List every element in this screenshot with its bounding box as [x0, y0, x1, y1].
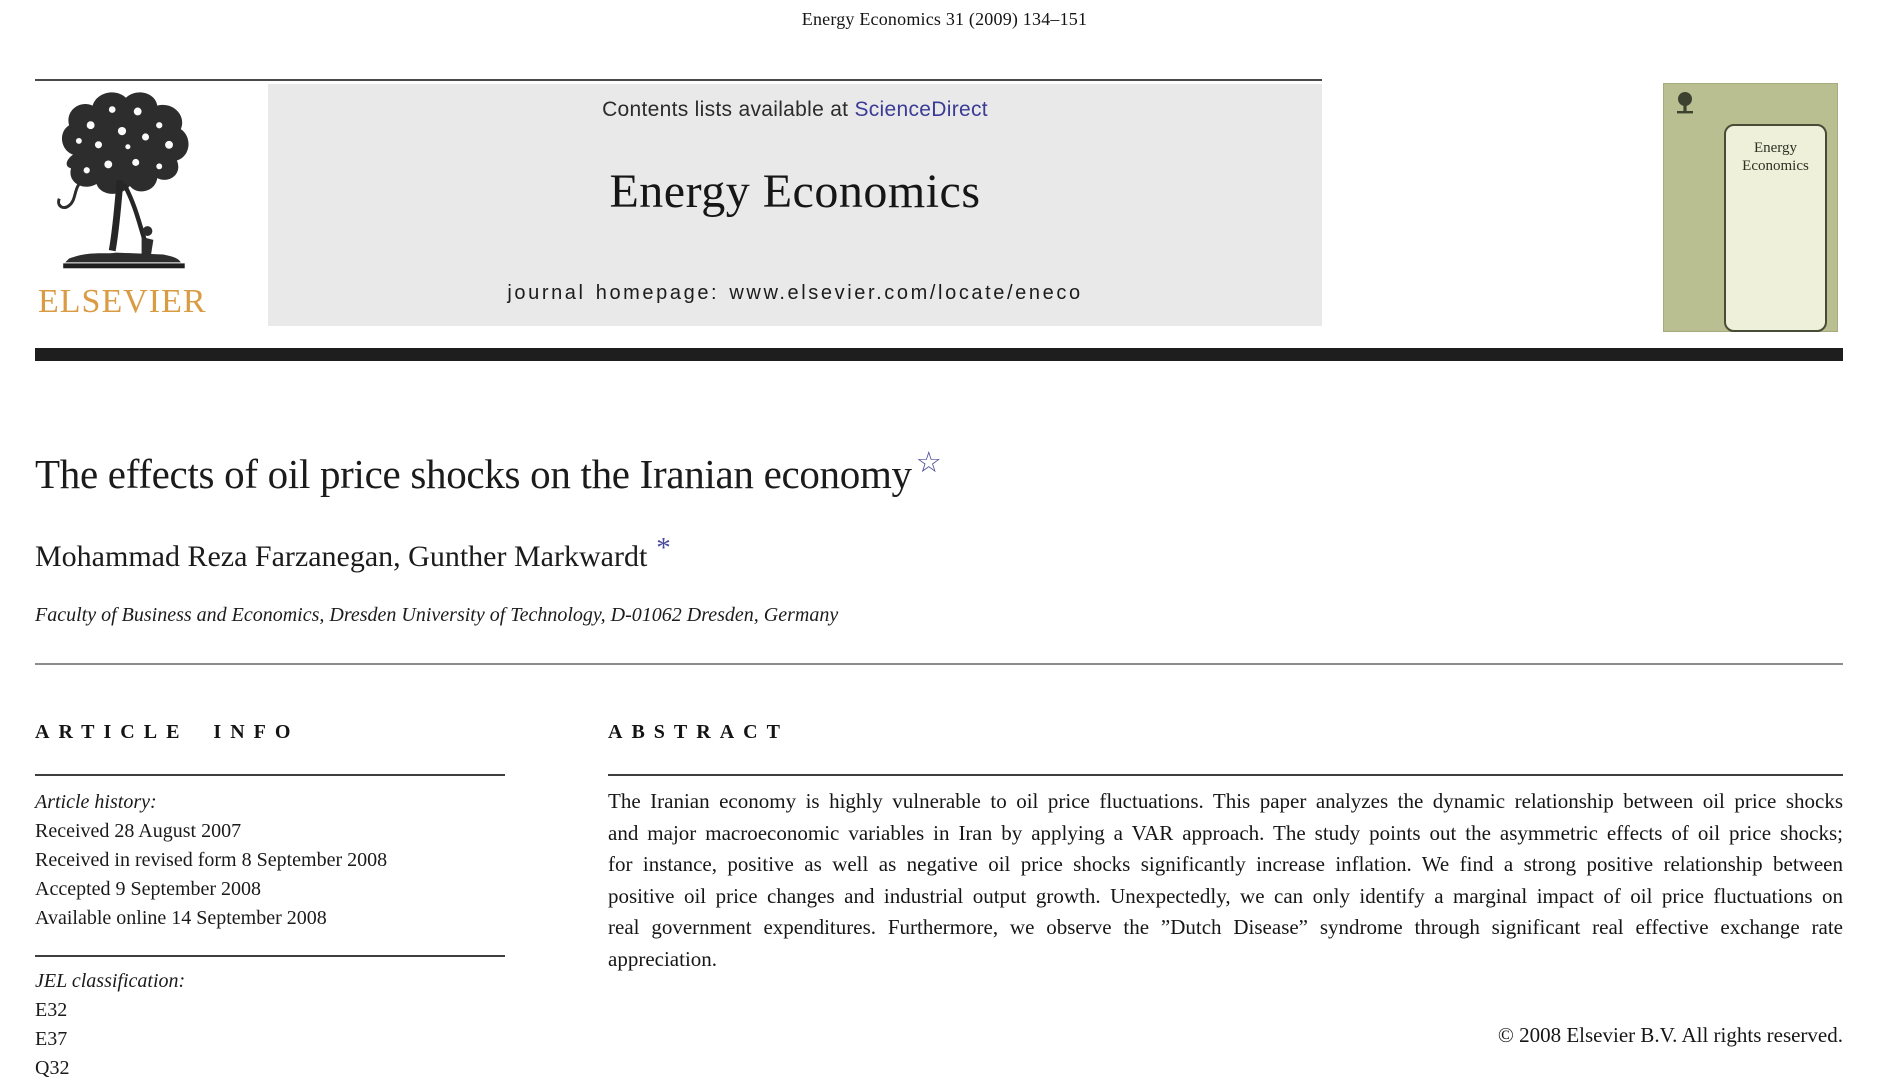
homepage-url-link[interactable]: www.elsevier.com/locate/eneco	[729, 282, 1083, 304]
article-info-heading: ARTICLE INFO	[35, 721, 300, 743]
contents-line: Contents lists available at ScienceDirec…	[268, 98, 1322, 122]
abstract-rule	[608, 774, 1843, 776]
history-item-accepted: Accepted 9 September 2008	[35, 878, 262, 900]
history-item-online: Available online 14 September 2008	[35, 907, 327, 929]
article-info-rule-top	[35, 774, 505, 776]
author-names: Mohammad Reza Farzanegan, Gunther Markwa…	[35, 540, 648, 573]
header-top-rule	[35, 79, 1322, 81]
elsevier-logo[interactable]: ELSEVIER	[38, 86, 207, 330]
article-title: The effects of oil price shocks on the I…	[35, 447, 1595, 498]
affiliation: Faculty of Business and Economics, Dresd…	[35, 604, 839, 626]
jel-code: Q32	[35, 1057, 70, 1079]
cover-publisher-mark-icon	[1677, 92, 1693, 114]
elsevier-logo-text: ELSEVIER	[38, 283, 207, 320]
journal-name: Energy Economics	[609, 165, 981, 218]
corresponding-author-asterisk[interactable]: *	[656, 532, 671, 564]
elsevier-tree-icon	[56, 92, 189, 269]
cover-title-panel: Energy Economics	[1724, 124, 1827, 332]
cover-title: Energy Economics	[1742, 140, 1809, 174]
jel-classification-block: JEL classification: E32 E37 Q32	[35, 967, 575, 1079]
history-item-received: Received 28 August 2007	[35, 820, 242, 842]
journal-cover-thumbnail[interactable]: Energy Economics	[1663, 83, 1838, 332]
article-history-block: Article history: Received 28 August 2007…	[35, 788, 575, 933]
history-item-revised: Received in revised form 8 September 200…	[35, 849, 388, 871]
jel-label: JEL classification:	[35, 970, 186, 992]
contents-line-text: Contents lists available at	[602, 98, 855, 121]
abstract-text: The Iranian economy is highly vulnerable…	[608, 789, 1843, 971]
title-section-rule	[35, 663, 1843, 665]
authors-line: Mohammad Reza Farzanegan, Gunther Markwa…	[35, 532, 671, 574]
homepage-label: journal homepage:	[507, 282, 730, 304]
article-history-label: Article history:	[35, 791, 157, 813]
abstract-column: The Iranian economy is highly vulnerable…	[608, 786, 1843, 1051]
sciencedirect-link[interactable]: ScienceDirect	[854, 98, 988, 121]
copyright-line: © 2008 Elsevier B.V. All rights reserved…	[1497, 1023, 1843, 1047]
article-info-rule-mid	[35, 955, 505, 957]
jel-code: E37	[35, 1028, 68, 1050]
article-title-text: The effects of oil price shocks on the I…	[35, 451, 912, 497]
journal-citation: Energy Economics 31 (2009) 134–151	[801, 9, 1088, 29]
journal-banner: Contents lists available at ScienceDirec…	[268, 84, 1322, 326]
jel-code: E32	[35, 999, 68, 1021]
header-divider-bar	[35, 348, 1843, 361]
journal-homepage-line: journal homepage: www.elsevier.com/locat…	[268, 282, 1322, 305]
abstract-heading: ABSTRACT	[608, 721, 789, 743]
title-footnote-star[interactable]: ☆	[915, 447, 942, 479]
